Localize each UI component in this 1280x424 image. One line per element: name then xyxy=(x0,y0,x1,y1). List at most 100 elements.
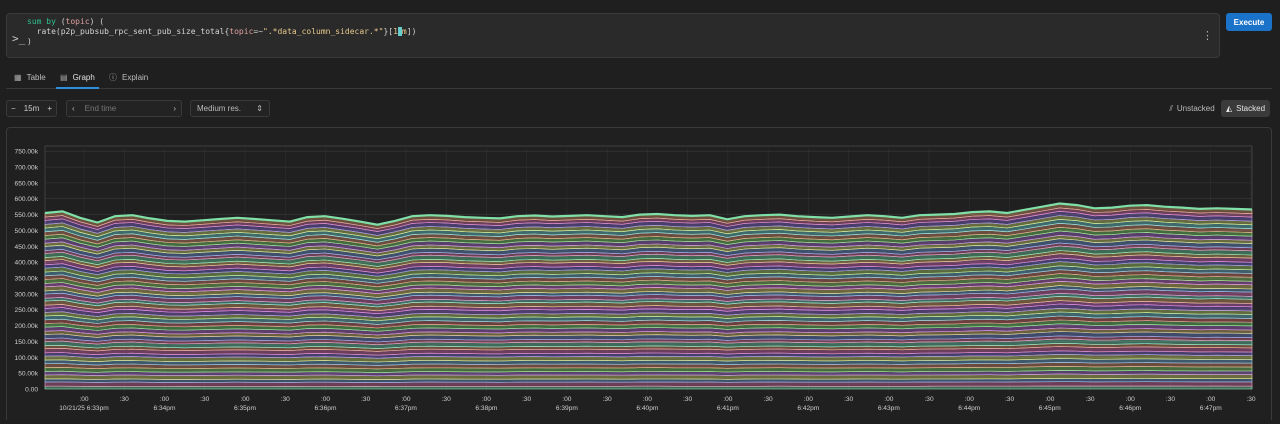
x-tick-date-label: 6:39pm xyxy=(556,405,579,412)
x-tick-label: :00 xyxy=(482,396,491,403)
query-text: ]) xyxy=(406,27,417,36)
unstacked-button[interactable]: ⫽ Unstacked xyxy=(1163,100,1221,117)
execute-button[interactable]: Execute xyxy=(1226,13,1272,31)
x-tick-date-label: 6:45pm xyxy=(1039,405,1062,412)
x-tick-label: :30 xyxy=(120,396,129,403)
x-tick-label: :00 xyxy=(1206,396,1215,403)
x-tick-date-label: 6:43pm xyxy=(878,405,901,412)
tab-label: Graph xyxy=(72,73,95,82)
terminal-prompt-icon: >_ xyxy=(12,32,26,45)
kebab-vertical-icon[interactable]: ⋮ xyxy=(1202,29,1213,42)
graph-icon: ▤ xyxy=(60,73,68,82)
query-text: ) ( xyxy=(89,17,105,26)
x-tick-label: :30 xyxy=(281,396,290,403)
stacked-label: Stacked xyxy=(1236,104,1266,113)
stacked-area-chart[interactable]: 0.00 50.00k 100.00k 150.00k 200.00k 250.00k 30… xyxy=(7,128,1271,421)
x-tick-label: :00 xyxy=(884,396,893,403)
query-label: topic xyxy=(229,27,254,36)
tab-explain[interactable]: ⓘ Explain xyxy=(109,68,148,87)
x-tick-label: :00 xyxy=(723,396,732,403)
y-tick-label: 450.00k xyxy=(15,244,39,251)
explain-icon: ⓘ xyxy=(109,73,117,82)
y-tick-label: 0.00 xyxy=(25,387,38,394)
x-tick-date-label: 6:44pm xyxy=(958,405,981,412)
x-tick-label: :00 xyxy=(1045,396,1054,403)
x-tick-label: :30 xyxy=(844,396,853,403)
stack-mode-toggle: ⫽ Unstacked ◭ Stacked xyxy=(1163,100,1270,117)
query-label: topic xyxy=(65,17,90,26)
tab-label: Table xyxy=(26,73,46,82)
tab-table[interactable]: ▦ Table xyxy=(14,68,46,87)
query-keyword: sum by xyxy=(27,17,56,26)
range-stepper[interactable]: − 15m + xyxy=(6,100,57,117)
query-editor[interactable]: >_ sum by (topic) ( rate(p2p_pubsub_rpc_… xyxy=(6,13,1220,58)
x-tick-date-label: 6:42pm xyxy=(797,405,820,412)
x-tick-label: :30 xyxy=(1166,396,1175,403)
y-tick-label: 750.00k xyxy=(15,149,39,156)
graph-controls: − 15m + ‹ End time › Medium res. ⇕ ⫽ Uns… xyxy=(0,100,1280,117)
x-tick-label: :00 xyxy=(401,396,410,403)
x-tick-label: :30 xyxy=(1085,396,1094,403)
y-tick-label: 50.00k xyxy=(18,371,39,378)
unstacked-icon: ⫽ xyxy=(1169,103,1173,113)
x-tick-label: :30 xyxy=(200,396,209,403)
y-tick-label: 550.00k xyxy=(15,212,39,219)
x-tick-label: :30 xyxy=(522,396,531,403)
x-tick-date-label: 6:34pm xyxy=(153,405,176,412)
text-cursor xyxy=(397,27,402,36)
y-tick-label: 300.00k xyxy=(15,291,39,298)
query-text: ( xyxy=(55,17,66,26)
y-tick-label: 400.00k xyxy=(15,260,39,267)
x-tick-label: :00 xyxy=(1126,396,1135,403)
x-tick-date-label: 6:40pm xyxy=(636,405,659,412)
x-tick-date-label: 6:36pm xyxy=(314,405,337,412)
y-tick-label: 600.00k xyxy=(15,196,39,203)
x-tick-label: :00 xyxy=(321,396,330,403)
x-tick-label: :00 xyxy=(160,396,169,403)
y-tick-label: 200.00k xyxy=(15,323,39,330)
chevron-left-icon[interactable]: ‹ xyxy=(72,104,75,113)
x-tick-label: :30 xyxy=(1005,396,1014,403)
unstacked-label: Unstacked xyxy=(1176,104,1215,113)
x-tick-label: :00 xyxy=(562,396,571,403)
x-tick-label: :30 xyxy=(442,396,451,403)
y-tick-label: 650.00k xyxy=(15,180,39,187)
stacked-button[interactable]: ◭ Stacked xyxy=(1221,100,1270,117)
query-text: ) xyxy=(27,37,32,46)
query-code[interactable]: sum by (topic) ( rate(p2p_pubsub_rpc_sen… xyxy=(27,17,416,47)
x-tick-label: :30 xyxy=(764,396,773,403)
x-tick-date-label: 6:37pm xyxy=(395,405,418,412)
minus-icon[interactable]: − xyxy=(11,104,16,113)
chevron-right-icon[interactable]: › xyxy=(173,104,176,113)
x-tick-date-label: 6:35pm xyxy=(234,405,257,412)
x-tick-label: :30 xyxy=(1246,396,1255,403)
plus-icon[interactable]: + xyxy=(47,104,52,113)
view-tabs: ▦ Table ▤ Graph ⓘ Explain xyxy=(6,68,1272,89)
y-tick-label: 350.00k xyxy=(15,276,39,283)
x-tick-date-label: 6:41pm xyxy=(717,405,740,412)
query-function: rate(p2p_pubsub_rpc_sent_pub_size_total{ xyxy=(36,27,230,36)
y-tick-label: 500.00k xyxy=(15,228,39,235)
y-tick-label: 700.00k xyxy=(15,165,39,172)
x-tick-label: :30 xyxy=(683,396,692,403)
y-tick-label: 250.00k xyxy=(15,307,39,314)
resolution-value: Medium res. xyxy=(197,104,242,113)
tab-graph[interactable]: ▤ Graph xyxy=(56,68,99,89)
resolution-select[interactable]: Medium res. ⇕ xyxy=(190,100,270,117)
x-tick-date-label: 6:46pm xyxy=(1119,405,1142,412)
x-tick-label: :00 xyxy=(240,396,249,403)
end-time-input[interactable]: ‹ End time › xyxy=(66,100,182,117)
graph-panel: 0.00 50.00k 100.00k 150.00k 200.00k 250.00k 30… xyxy=(6,127,1272,420)
query-range-unit: m xyxy=(401,27,407,36)
range-value[interactable]: 15m xyxy=(23,104,40,113)
x-tick-label: :00 xyxy=(804,396,813,403)
end-time-placeholder[interactable]: End time xyxy=(84,104,117,113)
select-arrows-icon: ⇕ xyxy=(256,104,263,113)
x-tick-label: :30 xyxy=(361,396,370,403)
x-tick-label: :00 xyxy=(965,396,974,403)
x-tick-date-label: 6:47pm xyxy=(1200,405,1223,412)
query-operator: =~ xyxy=(253,27,264,36)
y-tick-label: 150.00k xyxy=(15,339,39,346)
y-tick-label: 100.00k xyxy=(15,355,39,362)
x-tick-label: :30 xyxy=(603,396,612,403)
